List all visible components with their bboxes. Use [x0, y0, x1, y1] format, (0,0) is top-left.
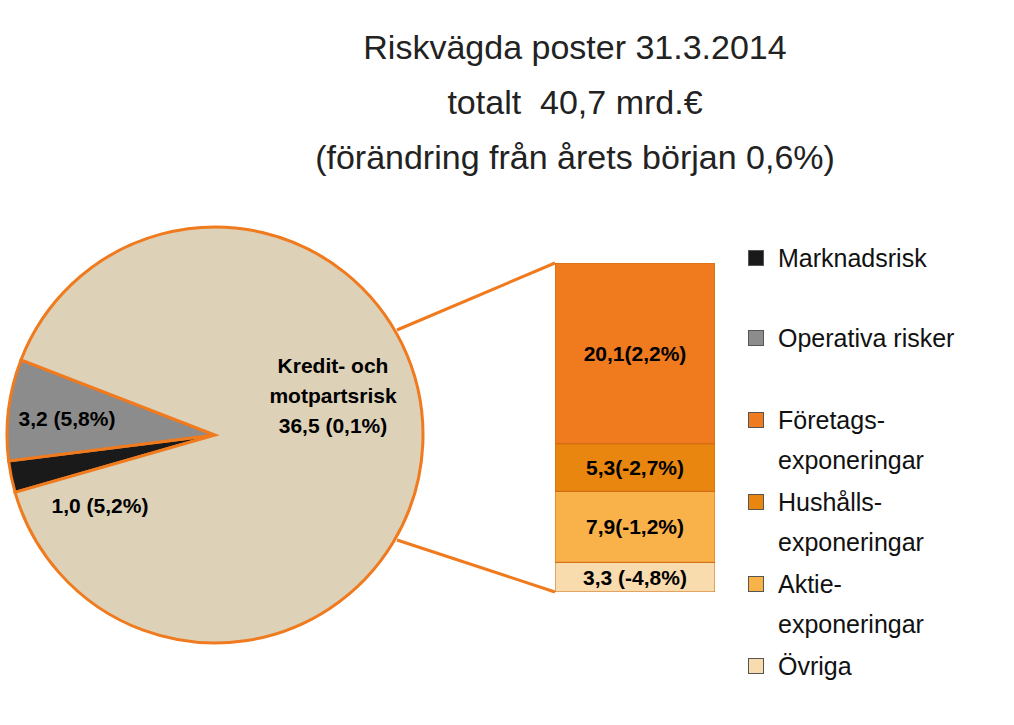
html-text:Riskvägda poster 31.3.2014: Riskvägda poster 31.3.2014 — [363, 28, 787, 66]
html-text:Företags-: Företags- — [778, 406, 885, 434]
html-text:Marknadsrisk: Marknadsrisk — [778, 244, 927, 272]
html-text:exponeringar: exponeringar — [778, 610, 924, 638]
html-text:exponeringar: exponeringar — [778, 528, 924, 556]
html-text:Övriga: Övriga — [778, 652, 852, 680]
html-text:Operativa risker: Operativa risker — [778, 324, 955, 352]
svg-text:3,2 (5,8%): 3,2 (5,8%) — [19, 407, 116, 430]
svg-text:20,1(2,2%): 20,1(2,2%) — [584, 342, 687, 365]
html-text:exponeringar: exponeringar — [778, 446, 924, 474]
svg-text:1,0 (5,2%): 1,0 (5,2%) — [52, 494, 149, 517]
svg-text:Kredit- ochmotpartsrisk36,5 (0: Kredit- ochmotpartsrisk36,5 (0,1%) — [269, 354, 397, 437]
svg-text:5,3(-2,7%): 5,3(-2,7%) — [586, 456, 684, 479]
html-text:(förändring från årets början: (förändring från årets början 0,6%) — [315, 138, 835, 176]
svg-text:7,9(-1,2%): 7,9(-1,2%) — [586, 515, 684, 538]
html-text:totalt 40,7 mrd.€: totalt 40,7 mrd.€ — [447, 83, 703, 121]
html-text:Aktie-: Aktie- — [778, 570, 842, 598]
html-text:Hushålls-: Hushålls- — [778, 488, 883, 516]
svg-text:3,3 (-4,8%): 3,3 (-4,8%) — [583, 566, 687, 589]
